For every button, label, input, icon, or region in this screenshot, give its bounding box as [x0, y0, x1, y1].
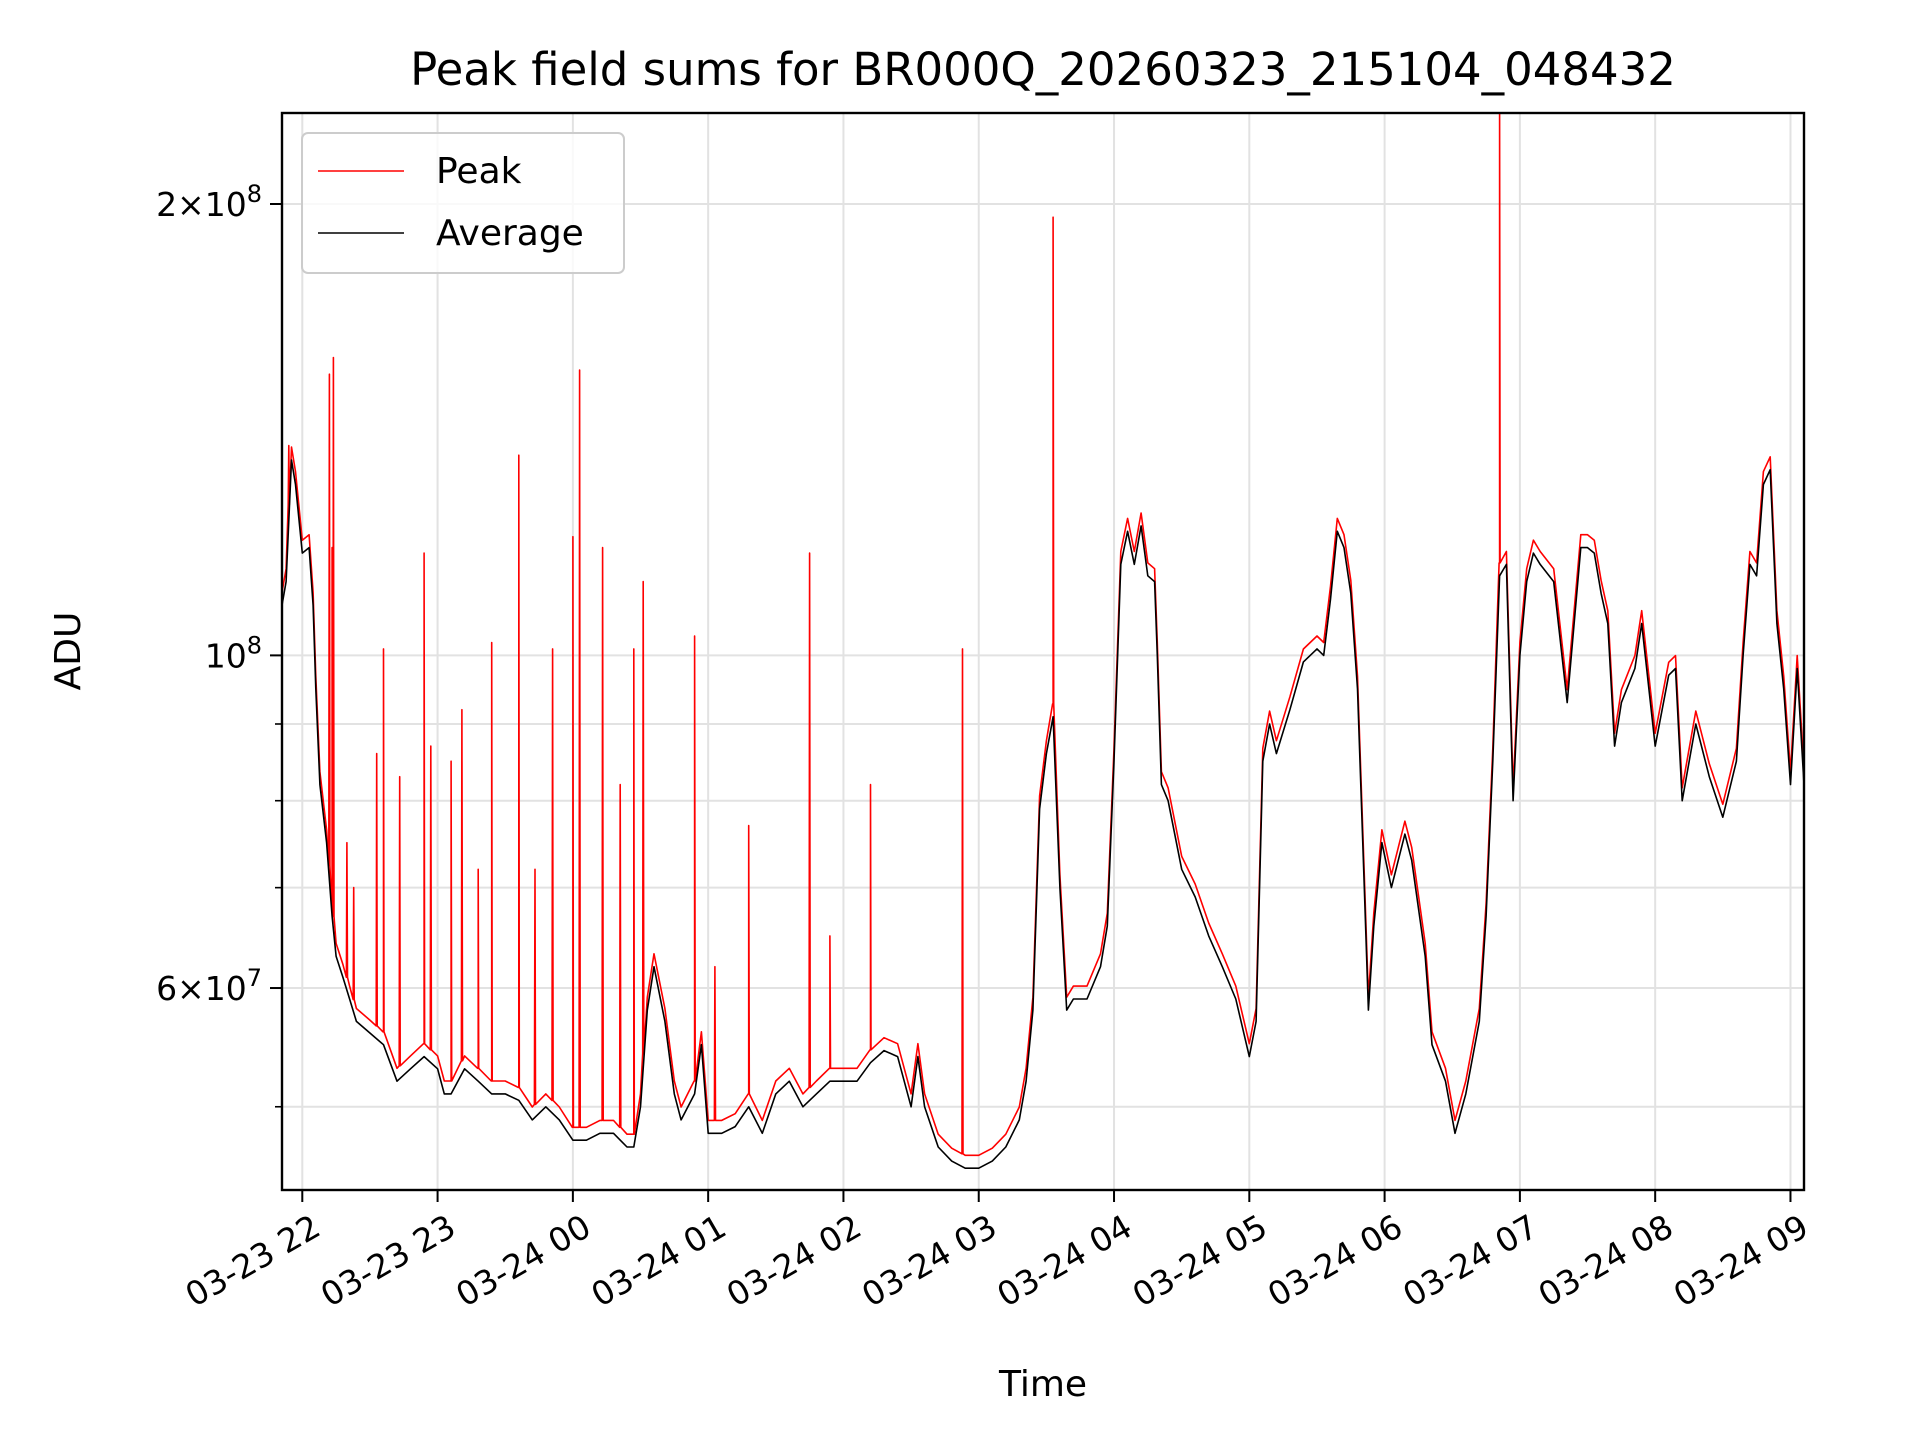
- legend-box: [301, 132, 625, 274]
- legend-label-average: Average: [436, 213, 584, 254]
- series-line-peak: [281, 112, 1805, 1157]
- chart-title: Peak field sums for BR000Q_20260323_2151…: [410, 43, 1676, 96]
- y-tick-label: 108: [205, 631, 262, 675]
- plot-area-frame: [280, 111, 1806, 1192]
- series-line-average: [281, 459, 1805, 1169]
- y-axis-label: ADU: [48, 612, 89, 691]
- legend-label-peak: Peak: [436, 151, 522, 192]
- legend: Peak Average: [301, 132, 625, 274]
- x-axis-label: Time: [998, 1364, 1087, 1405]
- y-tick-label: 6×107: [156, 964, 262, 1008]
- y-tick-label: 2×108: [156, 180, 262, 224]
- data-layer: [281, 112, 1805, 1169]
